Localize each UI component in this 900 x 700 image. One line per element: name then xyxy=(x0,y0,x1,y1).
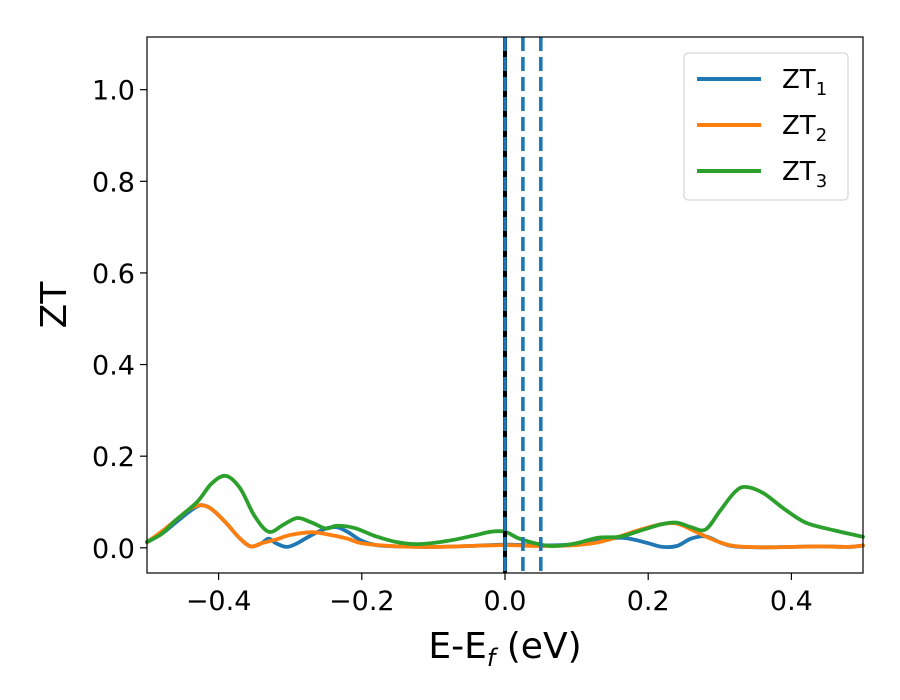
x-tick-label: 0.2 xyxy=(627,586,670,617)
y-tick-label: 0.8 xyxy=(92,167,135,198)
series-lines xyxy=(145,473,865,550)
legend-label-3: ZT3 xyxy=(782,157,827,192)
x-axis-ticks: −0.4 −0.2 0.0 0.2 0.4 xyxy=(186,573,813,617)
series-line-3 xyxy=(145,473,865,548)
x-tick-label: −0.2 xyxy=(329,586,395,617)
y-axis-label: ZT xyxy=(34,281,75,329)
x-axis-label-unit: (eV) xyxy=(495,626,581,667)
legend-box xyxy=(683,52,849,201)
y-tick-label: 1.0 xyxy=(92,76,135,107)
y-axis-ticks: 0.0 0.2 0.4 0.6 0.8 1.0 xyxy=(92,76,147,565)
y-tick-label: 0.4 xyxy=(92,351,135,382)
x-axis-label: E-Ef (eV) xyxy=(428,626,581,672)
x-tick-label: −0.4 xyxy=(186,586,252,617)
x-tick-label: 0.4 xyxy=(770,586,813,617)
y-tick-label: 0.2 xyxy=(92,442,135,473)
y-tick-label: 0.0 xyxy=(92,534,135,565)
reference-lines xyxy=(503,37,543,573)
legend-label-1: ZT1 xyxy=(782,65,827,100)
y-tick-label: 0.6 xyxy=(92,259,135,290)
legend-label-2: ZT2 xyxy=(782,111,827,146)
x-tick-label: 0.0 xyxy=(484,586,527,617)
legend: ZT1 ZT2 ZT3 xyxy=(683,52,849,201)
series-line-2 xyxy=(145,503,865,550)
